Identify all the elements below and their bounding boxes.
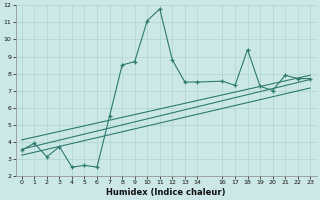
- X-axis label: Humidex (Indice chaleur): Humidex (Indice chaleur): [106, 188, 226, 197]
